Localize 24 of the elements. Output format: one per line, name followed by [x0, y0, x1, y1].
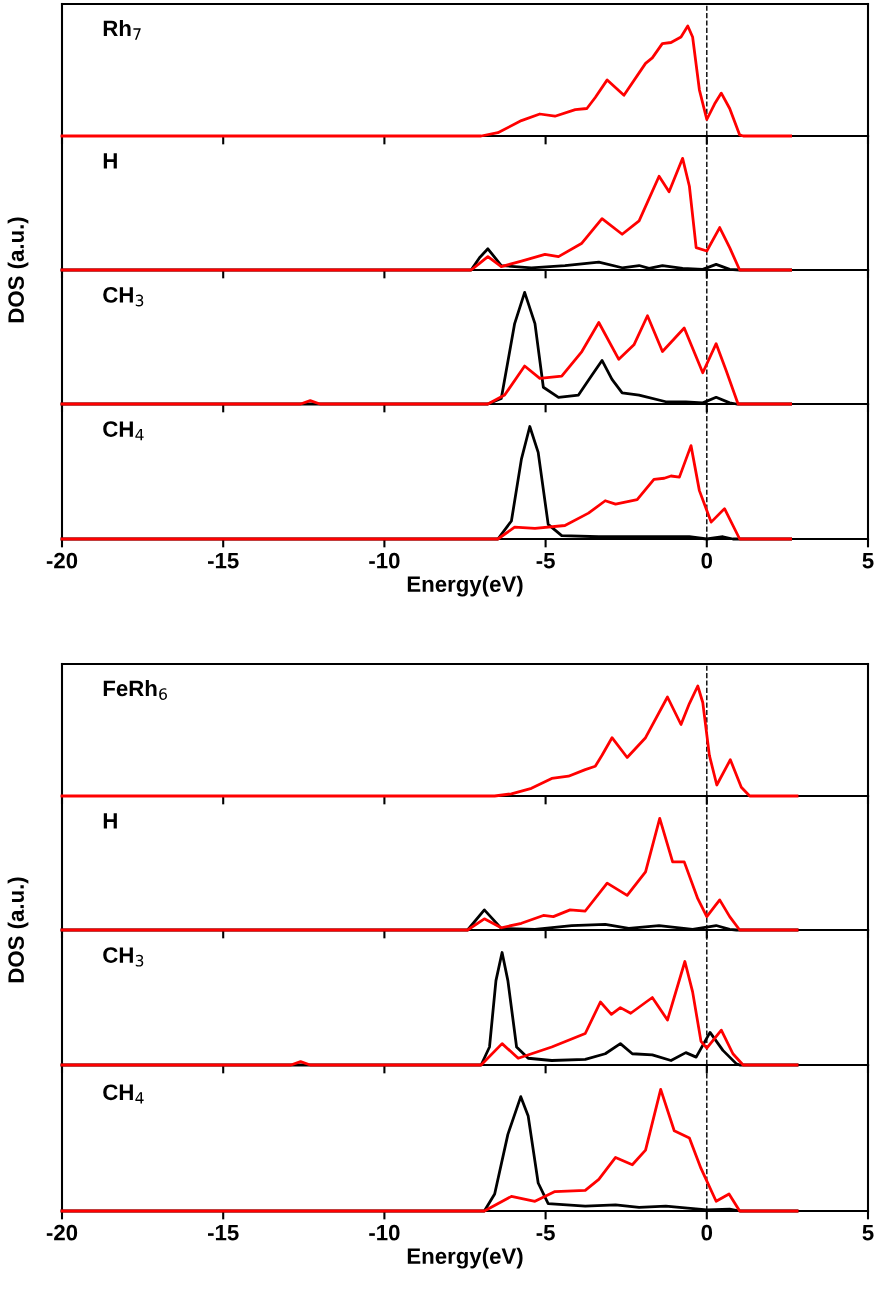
chart-title: H — [103, 813, 117, 829]
x-tick-label: 5 — [862, 553, 874, 569]
chart-title: CH$_{3}$ — [103, 286, 144, 307]
x-tick-label: 5 — [862, 1225, 874, 1241]
x-tick-label: 0 — [701, 1224, 713, 1241]
y-axis-title: DOS (a.u.) — [7, 217, 29, 323]
x-axis-title: Energy(eV) — [407, 1247, 523, 1269]
y-axis-title: DOS (a.u.) — [7, 877, 29, 983]
chart-title: CH$_{3}$ — [103, 947, 144, 967]
x-tick-label: -5 — [536, 1225, 555, 1241]
chart-title: Rh$_{7}$ — [103, 19, 141, 40]
chart-title: FeRh$_{6}$ — [103, 679, 167, 700]
x-tick-label: -10 — [369, 552, 400, 569]
x-tick-label: -20 — [46, 1224, 78, 1241]
x-tick-label: -10 — [369, 1224, 400, 1241]
x-tick-label: -5 — [536, 553, 555, 569]
x-axis-title: Energy(eV) — [407, 575, 523, 597]
chart-title: CH$_{4}$ — [103, 1084, 144, 1104]
x-tick-label: 0 — [701, 552, 713, 569]
x-tick-label: -15 — [208, 553, 239, 569]
x-tick-label: -20 — [46, 552, 78, 569]
x-tick-label: -15 — [208, 1225, 239, 1241]
chart-title: CH$_{4}$ — [103, 421, 144, 441]
chart-title: H — [103, 153, 117, 169]
